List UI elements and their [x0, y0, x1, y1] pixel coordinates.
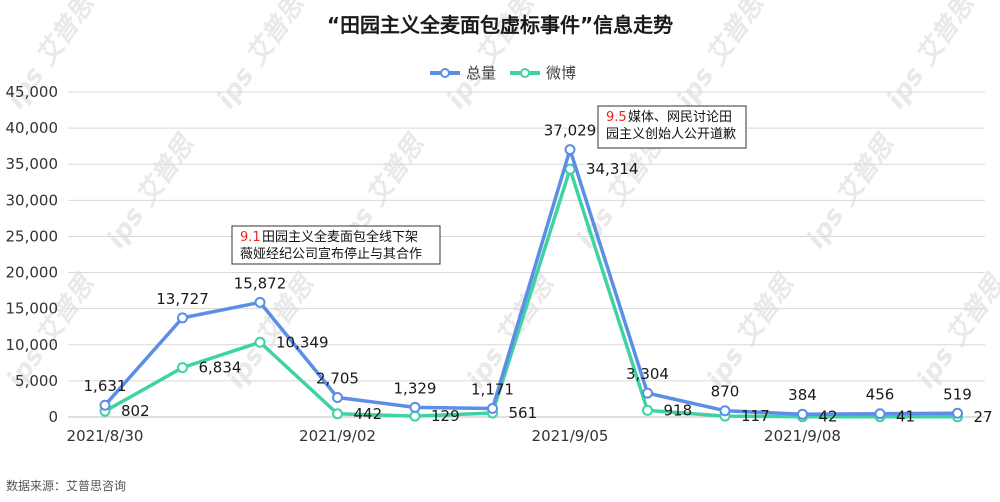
data-label-total: 870: [711, 383, 740, 401]
x-tick-label: 2021/9/08: [764, 427, 841, 445]
data-point: [177, 362, 188, 374]
data-point: [874, 408, 886, 420]
x-tick-label: 2021/8/30: [67, 427, 144, 445]
data-label-weibo: 918: [664, 401, 693, 419]
y-axis: 0 5,000 10,000 15,000 20,000 25,000 30,000 35,0…: [6, 83, 59, 426]
data-label-total: 519: [943, 385, 972, 403]
data-point: [254, 336, 266, 348]
legend-label: 总量: [466, 64, 496, 82]
y-tick-label: 25,000: [6, 227, 59, 245]
data-point: [332, 391, 343, 403]
data-label-total: 1,171: [471, 381, 514, 399]
data-label-weibo: 42: [819, 408, 838, 426]
y-tick-label: 35,000: [6, 155, 59, 173]
data-point: [487, 403, 498, 415]
source-note: 数据来源：艾普思咨询: [6, 478, 126, 493]
legend-label: 微博: [546, 64, 576, 82]
data-point: [642, 387, 653, 399]
data-point: [99, 399, 111, 411]
data-label-weibo: 802: [121, 402, 150, 420]
watermark-text: ips 艾普思: [211, 0, 311, 114]
data-label-weibo: 442: [354, 405, 383, 423]
x-tick-label: 2021/9/02: [299, 427, 376, 445]
data-label-weibo: 117: [741, 407, 770, 425]
data-label-total: 15,872: [234, 274, 287, 292]
annotation-line: 园主义创始人公开道歉: [606, 127, 736, 142]
data-label-weibo: 10,349: [276, 333, 329, 351]
annotation-line: 田园主义全麦面包全线下架: [262, 229, 418, 245]
annotation-line: 薇娅经纪公司宣布停止与其合作: [240, 246, 422, 262]
annotation-box: [231, 225, 441, 265]
data-label-total: 1,631: [84, 377, 127, 395]
y-tick-label: 0: [48, 408, 58, 426]
annotation-date: 9.5: [606, 110, 627, 125]
annotation-date: 9.1: [240, 230, 261, 245]
data-point: [797, 408, 808, 420]
data-labels: 1,631 13,727 15,872 2,705 1,329 1,171 37,029 3,…: [84, 122, 993, 426]
data-point: [254, 296, 266, 308]
y-tick-label: 45,000: [6, 83, 59, 101]
y-tick-label: 40,000: [6, 119, 59, 137]
x-axis: 2021/8/30 2021/9/02 2021/9/05 2021/9/08: [67, 427, 841, 445]
data-label-total: 2,705: [316, 369, 359, 387]
data-label-total: 37,029: [544, 122, 597, 140]
annotation-box: [597, 105, 747, 149]
series-layer: [99, 144, 963, 423]
watermark-text: ips 艾普思: [461, 269, 561, 394]
data-point: [719, 405, 731, 417]
data-point: [409, 410, 421, 422]
data-point: [952, 407, 963, 419]
series-line-total: [103, 147, 958, 416]
data-point: [177, 312, 188, 324]
data-label-total: 13,727: [156, 290, 209, 308]
watermark-text: ips 艾普思: [881, 0, 981, 114]
legend-marker: [520, 68, 530, 78]
data-label-weibo: 129: [431, 407, 460, 425]
y-tick-label: 10,000: [6, 336, 59, 354]
y-tick-label: 5,000: [15, 372, 58, 390]
watermark-text: ips 艾普思: [701, 269, 801, 394]
chart-title: “田园主义全麦面包虚标事件”信息走势: [327, 13, 673, 37]
data-point: [332, 408, 343, 420]
data-label-weibo: 27: [974, 408, 993, 426]
data-label-total: 1,329: [394, 379, 437, 397]
data-label-total: 3,304: [626, 365, 669, 383]
y-tick-label: 15,000: [6, 300, 59, 318]
data-label-total: 384: [788, 386, 817, 404]
series-line-weibo: [104, 167, 958, 419]
data-point: [409, 401, 421, 413]
data-label-weibo: 41: [896, 408, 915, 426]
watermark-text: ips 艾普思: [911, 269, 1000, 394]
annotation-line: 媒体、网民讨论田: [628, 110, 732, 125]
watermark-text: ips 艾普思: [101, 129, 201, 254]
data-point: [642, 404, 653, 416]
data-point: [564, 144, 576, 156]
data-label-weibo: 561: [509, 404, 538, 422]
y-tick-label: 30,000: [6, 191, 59, 209]
data-label-weibo: 34,314: [586, 160, 639, 178]
legend-marker: [440, 68, 450, 78]
legend: 总量 微博: [430, 64, 576, 82]
y-tick-label: 20,000: [6, 264, 59, 282]
x-tick-label: 2021/9/05: [532, 427, 609, 445]
data-label-weibo: 6,834: [199, 359, 242, 377]
data-label-total: 456: [866, 386, 895, 404]
watermark-text: ips 艾普思: [801, 129, 901, 254]
watermark-text: ips 艾普思: [671, 0, 771, 114]
